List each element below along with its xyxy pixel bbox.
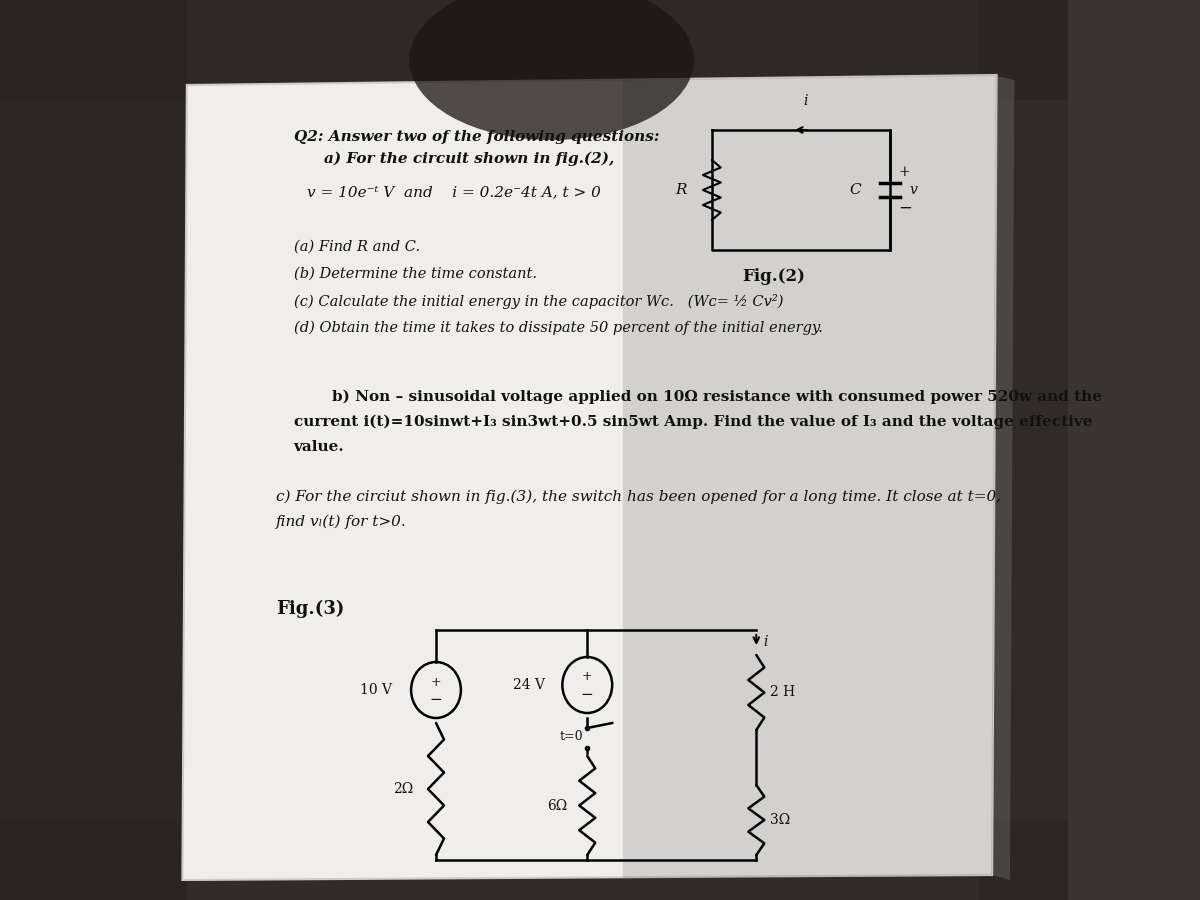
Bar — [0, 820, 1068, 900]
Text: t=0: t=0 — [559, 730, 583, 743]
Text: −: − — [899, 200, 912, 217]
Text: 24 V: 24 V — [512, 678, 545, 692]
Text: C: C — [850, 183, 862, 197]
Text: a) For the circuit shown in fig.(2),: a) For the circuit shown in fig.(2), — [302, 152, 613, 166]
Text: b) Non – sinusoidal voltage applied on 10Ω resistance with consumed power 520w a: b) Non – sinusoidal voltage applied on 1… — [312, 390, 1103, 404]
Text: Fig.(3): Fig.(3) — [276, 600, 344, 618]
Text: 2 H: 2 H — [769, 686, 794, 699]
Text: Fig.(2): Fig.(2) — [743, 268, 805, 285]
Text: current i(t)=10sinwt+I₃ sin3wt+0.5 sin5wt Amp. Find the value of I₃ and the volt: current i(t)=10sinwt+I₃ sin3wt+0.5 sin5w… — [294, 415, 1092, 429]
Polygon shape — [992, 75, 1014, 880]
Text: Q2: Answer two of the following questions:: Q2: Answer two of the following question… — [294, 130, 659, 144]
Polygon shape — [623, 75, 996, 880]
Text: find vₗ(t) for t>0.: find vₗ(t) for t>0. — [276, 515, 407, 529]
Text: v = 10e⁻ᵗ V  and    i = 0.2e⁻4t A, t > 0: v = 10e⁻ᵗ V and i = 0.2e⁻4t A, t > 0 — [307, 185, 601, 199]
Text: (d) Obtain the time it takes to dissipate 50 percent of the initial energy.: (d) Obtain the time it takes to dissipat… — [294, 321, 822, 336]
Text: +: + — [431, 676, 442, 688]
Text: +: + — [582, 670, 593, 683]
Text: i: i — [763, 635, 768, 649]
Bar — [979, 0, 1068, 900]
Text: value.: value. — [294, 440, 344, 454]
Text: 10 V: 10 V — [360, 683, 391, 697]
Ellipse shape — [409, 0, 694, 140]
Bar — [0, 0, 1068, 100]
Text: (c) Calculate the initial energy in the capacitor Wc.   (Wᴄ= ½ Cv²): (c) Calculate the initial energy in the … — [294, 294, 784, 309]
Text: +: + — [899, 165, 911, 179]
Text: i: i — [804, 94, 808, 108]
Text: 2Ω: 2Ω — [394, 782, 414, 796]
Text: (b) Determine the time constant.: (b) Determine the time constant. — [294, 267, 536, 281]
Polygon shape — [182, 75, 996, 880]
Text: R: R — [676, 183, 686, 197]
Text: 6Ω: 6Ω — [547, 798, 568, 813]
Text: (a) Find R and C.: (a) Find R and C. — [294, 240, 420, 254]
Bar — [0, 0, 187, 900]
Text: −: − — [581, 688, 594, 702]
Text: −: − — [430, 693, 443, 707]
Text: 3Ω: 3Ω — [769, 813, 790, 827]
Text: v: v — [910, 183, 917, 197]
Text: c) For the circiut shown in fig.(3), the switch has been opened for a long time.: c) For the circiut shown in fig.(3), the… — [276, 490, 1001, 504]
